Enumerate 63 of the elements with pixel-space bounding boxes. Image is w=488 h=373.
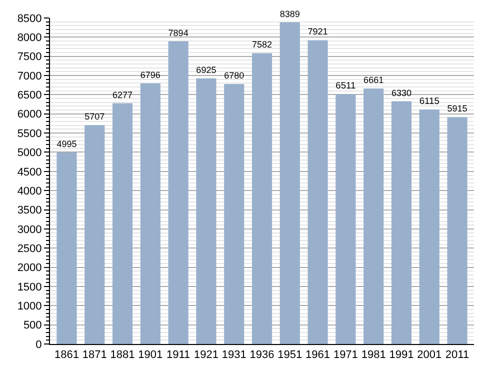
bar [308,40,328,344]
y-tick-label: 7500 [17,51,42,64]
x-tick-label: 1951 [278,349,302,362]
data-label: 6330 [391,88,412,98]
data-label: 5915 [447,104,468,114]
x-tick-label: 2001 [417,349,442,362]
data-label: 7582 [252,40,272,50]
x-tick-label: 1961 [306,349,330,362]
bar [56,152,77,344]
data-label: 6661 [364,75,384,86]
bar [280,22,300,344]
y-tick-label: 3000 [17,224,42,236]
x-tick-label: 1936 [250,349,274,362]
y-tick-label: 3500 [17,204,42,217]
y-tick-label: 5500 [17,128,42,140]
y-tick-label: 8000 [17,32,42,44]
x-tick-label: 1991 [389,349,414,362]
bar [419,109,440,344]
x-tick-label: 1981 [361,349,386,362]
bar [84,125,105,344]
bar [140,83,160,344]
bar [447,117,468,344]
y-tick-label: 6000 [17,108,42,121]
data-label: 5707 [84,112,105,122]
bar [252,53,272,344]
data-label: 6511 [336,80,356,91]
x-tick-label: 1901 [138,349,163,362]
data-label: 6115 [419,96,440,106]
x-tick-label: 1881 [110,349,135,362]
data-label: 4995 [56,138,77,149]
bar [112,103,133,344]
y-tick-label: 500 [23,320,42,332]
data-label: 6780 [224,70,244,81]
data-label: 8389 [280,8,300,19]
data-label: 6796 [140,70,160,80]
bar [224,84,244,344]
y-tick-label: 0 [36,338,42,351]
bar [336,94,356,344]
x-tick-label: 2011 [445,349,470,362]
x-tick-label: 1921 [194,349,218,362]
data-label: 7921 [308,26,328,37]
y-tick-label: 6500 [17,90,42,102]
y-tick-label: 2500 [17,242,42,255]
bar [168,41,188,344]
x-tick-label: 1971 [333,349,358,362]
y-tick-label: 1500 [17,281,42,294]
data-label: 6925 [196,64,216,75]
x-tick-label: 1861 [54,349,79,362]
x-tick-label: 1871 [82,349,107,362]
x-tick-label: 1931 [222,349,246,362]
bar [196,78,216,344]
y-tick-label: 8500 [17,12,42,25]
bar [364,88,384,344]
y-tick-label: 5000 [17,147,42,160]
bar [391,101,412,344]
y-tick-label: 1000 [17,300,42,312]
y-tick-label: 7000 [17,70,42,82]
data-label: 6277 [112,90,133,100]
y-tick-label: 4500 [17,166,42,178]
y-tick-label: 4000 [17,185,42,198]
y-tick-label: 2000 [17,262,42,274]
x-tick-label: 1911 [166,349,190,362]
data-label: 7894 [168,28,188,38]
